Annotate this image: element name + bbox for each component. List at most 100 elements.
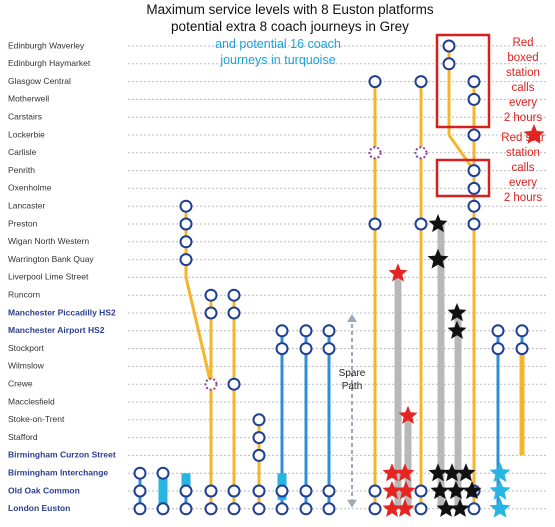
star	[450, 498, 470, 517]
stop	[179, 253, 193, 267]
stop	[227, 306, 241, 320]
star	[436, 498, 456, 517]
service-line	[447, 134, 476, 172]
stop	[467, 92, 481, 106]
star	[395, 498, 415, 517]
stop	[179, 235, 193, 249]
star	[489, 480, 511, 500]
station-name: Birmingham Interchange	[8, 467, 108, 477]
stop	[322, 324, 336, 338]
stop	[227, 502, 241, 516]
red-note: boxed	[507, 52, 538, 64]
stop	[252, 413, 266, 427]
station-name: Lockerbie	[8, 129, 45, 139]
star	[396, 481, 416, 500]
star	[382, 481, 402, 500]
star	[388, 263, 408, 282]
stop	[467, 75, 481, 89]
stop	[204, 484, 218, 498]
stop	[515, 342, 529, 356]
star	[430, 481, 450, 500]
stop	[368, 484, 382, 498]
station-name: Manchester Airport HS2	[8, 325, 105, 335]
station-name: Wilmslow	[8, 361, 45, 371]
station-name: Preston	[8, 218, 38, 228]
stop	[322, 502, 336, 516]
star	[456, 463, 476, 482]
star	[489, 462, 511, 483]
stop	[467, 181, 481, 195]
station-name: Birmingham Curzon Street	[8, 450, 116, 460]
station-name: Edinburgh Waverley	[8, 40, 85, 50]
station-name: London Euston	[8, 503, 70, 513]
station-name: Stoke-on-Trent	[8, 414, 65, 424]
star	[446, 481, 466, 500]
station-name: Liverpool Lime Street	[8, 272, 89, 282]
station-name: Warrington Bank Quay	[8, 254, 94, 264]
red-note: every	[509, 177, 537, 189]
stop	[299, 342, 313, 356]
stop	[299, 502, 313, 516]
stop	[179, 502, 193, 516]
stop	[179, 484, 193, 498]
star	[382, 463, 402, 482]
stop	[227, 484, 241, 498]
station-name: Old Oak Common	[8, 485, 80, 495]
arrow-head	[347, 314, 357, 322]
station-name: Wigan North Western	[8, 236, 89, 246]
station-name: Motherwell	[8, 94, 49, 104]
stop	[414, 217, 428, 231]
stop	[299, 484, 313, 498]
star	[382, 498, 402, 517]
stop	[467, 164, 481, 178]
note: journeys in turquoise	[219, 53, 335, 67]
stop	[322, 484, 336, 498]
stop	[204, 288, 218, 302]
station-name: Stockport	[8, 343, 45, 353]
station-name: Penrith	[8, 165, 35, 175]
spare-path: Spare	[339, 368, 366, 379]
stop	[133, 466, 147, 480]
star	[395, 463, 415, 482]
stop	[275, 324, 289, 338]
star	[462, 481, 482, 500]
stop	[299, 324, 313, 338]
red-note: station	[506, 67, 540, 79]
red-box	[435, 33, 491, 129]
stop	[252, 484, 266, 498]
stop	[467, 502, 481, 516]
stop	[179, 217, 193, 231]
stop	[491, 324, 505, 338]
red-note: calls	[511, 162, 534, 174]
star	[428, 463, 448, 482]
station-name: Manchester Piccadilly HS2	[8, 307, 116, 317]
arrow-head	[347, 499, 357, 508]
star	[447, 320, 467, 339]
station-name: Lancaster	[8, 200, 45, 210]
stop	[467, 128, 481, 142]
stop	[252, 431, 266, 445]
stop	[414, 75, 428, 89]
stop	[156, 466, 170, 480]
stop	[515, 324, 529, 338]
stop	[275, 342, 289, 356]
station-name: Runcorn	[8, 289, 40, 299]
stop	[322, 342, 336, 356]
stop	[414, 484, 428, 498]
station-name: Glasgow Central	[8, 76, 71, 86]
station-name: Carlisle	[8, 147, 37, 157]
stop	[204, 306, 218, 320]
stop	[491, 342, 505, 356]
stop	[414, 146, 428, 160]
stop	[368, 146, 382, 160]
star	[398, 405, 418, 424]
stop	[133, 502, 147, 516]
red-note: 2 hours	[504, 192, 543, 204]
spare-path: Path	[342, 381, 363, 392]
red-note: 2 hours	[504, 112, 543, 124]
stop	[133, 484, 147, 498]
red-star-note: Red star station calls every 2 hours	[501, 132, 545, 204]
stop	[442, 57, 456, 71]
note: and potential 16 coach	[215, 37, 341, 51]
